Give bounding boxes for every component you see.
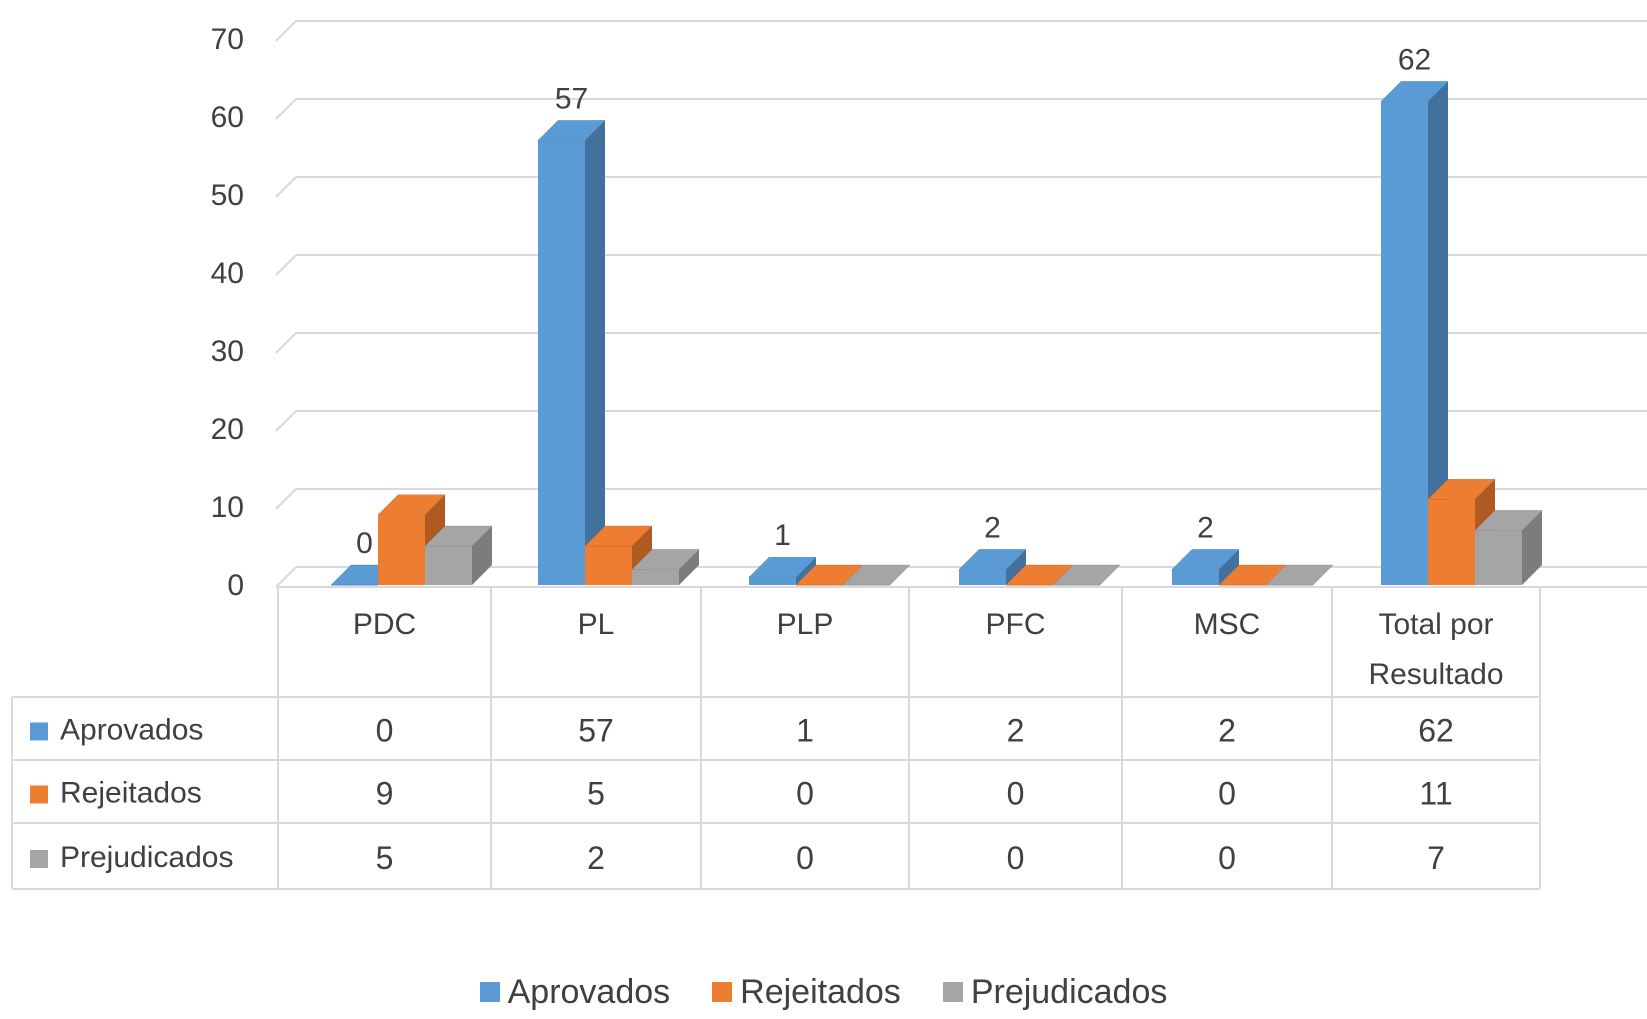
- bar-aprovados-plp: [748, 556, 817, 585]
- bar-side: [585, 120, 605, 586]
- table-cell: 2: [1218, 713, 1236, 749]
- bar-front: [585, 546, 632, 585]
- gridline-side: [275, 488, 297, 510]
- bar-front: [1428, 499, 1475, 585]
- bar-aprovados-msc: [1171, 549, 1240, 585]
- table-cell: 0: [1007, 776, 1025, 812]
- data-label: 2: [1197, 511, 1214, 544]
- bar-aprovados-pfc: [958, 549, 1027, 585]
- data-table: [11, 587, 1541, 890]
- category-label: MSC: [1194, 608, 1261, 641]
- legend-swatch: [479, 982, 500, 1002]
- legend-item-aprovados: Aprovados: [479, 972, 671, 1012]
- y-tick-label: 40: [211, 257, 244, 290]
- data-label: 1: [774, 519, 791, 552]
- data-label: 62: [1398, 43, 1431, 76]
- table-legend-key: [30, 785, 48, 804]
- bar-front: [632, 569, 679, 585]
- chart-legend: Aprovados Rejeitados Prejudicados: [0, 970, 1647, 1014]
- bar-front: [1381, 101, 1428, 586]
- table-cell: 2: [587, 840, 605, 876]
- table-row-label: Rejeitados: [60, 777, 202, 810]
- table-legend-key: [30, 850, 48, 868]
- bar-aprovados-total-por-resultado: [1380, 81, 1449, 586]
- bar-front: [425, 546, 472, 585]
- gridline-side: [275, 254, 297, 276]
- bar-side: [1522, 510, 1542, 585]
- table-cell: 7: [1427, 840, 1445, 876]
- table-row-label: Prejudicados: [60, 841, 233, 874]
- table-cell: 11: [1419, 776, 1452, 812]
- gridline-side: [275, 332, 297, 354]
- legend-item-rejeitados: Rejeitados: [712, 973, 901, 1012]
- table-legend-key: [30, 722, 48, 741]
- bar-prejudicados-pdc: [424, 525, 493, 585]
- bar-side: [472, 526, 492, 585]
- table-cell: 57: [578, 713, 614, 749]
- y-tick-label: 30: [211, 335, 244, 368]
- bar-side: [1006, 549, 1026, 585]
- y-tick-label: 0: [227, 569, 244, 602]
- bar-side: [1219, 549, 1239, 585]
- bar-front: [1172, 569, 1219, 585]
- legend-swatch: [712, 982, 733, 1002]
- legend-swatch: [942, 982, 963, 1002]
- table-cell: 0: [796, 776, 814, 812]
- gridline-side: [275, 20, 297, 42]
- table-row-label: Aprovados: [60, 714, 203, 747]
- bar-front: [1475, 530, 1522, 585]
- bar-front: [378, 514, 425, 585]
- bar-side: [1428, 81, 1448, 586]
- table-cell: 0: [1007, 840, 1025, 876]
- legend-label: Aprovados: [507, 972, 671, 1011]
- data-label: 57: [555, 82, 588, 115]
- category-label: PLP: [777, 608, 834, 641]
- bar-prejudicados-plp: [842, 564, 911, 586]
- data-label: 2: [984, 511, 1001, 544]
- data-label: 0: [356, 527, 373, 560]
- table-cell: 5: [587, 776, 605, 812]
- y-tick-label: 10: [211, 491, 244, 524]
- bar-prejudicados-msc: [1265, 564, 1334, 586]
- category-label: PFC: [986, 608, 1046, 641]
- gridline-side: [275, 176, 297, 198]
- legend-item-prejudicados: Prejudicados: [942, 972, 1168, 1012]
- bar-prejudicados-total-por-resultado: [1474, 510, 1543, 585]
- bar-side: [796, 557, 816, 585]
- bar-front: [538, 140, 585, 585]
- table-cell: 1: [796, 713, 814, 749]
- category-label: Resultado: [1368, 658, 1503, 691]
- table-cell: 0: [1218, 776, 1236, 812]
- table-cell: 0: [376, 713, 394, 749]
- legend-label: Prejudicados: [970, 972, 1168, 1011]
- bar-prejudicados-pl: [631, 549, 700, 585]
- table-cell: 2: [1007, 713, 1025, 749]
- gridline-side: [275, 566, 297, 588]
- legend-label: Rejeitados: [740, 972, 901, 1011]
- bar-side: [679, 549, 699, 585]
- category-label: PL: [578, 608, 615, 641]
- y-tick-label: 70: [211, 23, 244, 56]
- table-cell: 5: [376, 840, 394, 876]
- table-cell: 0: [1218, 840, 1236, 876]
- gridline-side: [275, 98, 297, 120]
- table-cell: 0: [796, 840, 814, 876]
- table-cell: 9: [376, 776, 394, 812]
- bar-front: [959, 569, 1006, 585]
- category-label: Total por: [1378, 608, 1493, 641]
- y-tick-label: 50: [211, 179, 244, 212]
- y-tick-label: 60: [211, 101, 244, 134]
- y-tick-label: 20: [211, 413, 244, 446]
- gridline-side: [275, 410, 297, 432]
- bar-aprovados-pl: [537, 120, 606, 586]
- category-label: PDC: [353, 608, 416, 641]
- table-cell: 62: [1418, 713, 1454, 749]
- bar-front: [749, 577, 796, 585]
- bar-prejudicados-pfc: [1052, 564, 1121, 586]
- bars: [330, 81, 1543, 586]
